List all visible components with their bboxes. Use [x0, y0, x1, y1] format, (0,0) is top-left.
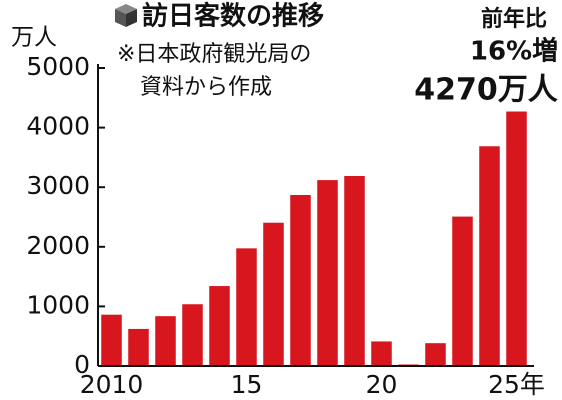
y-tick-label: 1000 [26, 290, 90, 319]
bar [290, 195, 311, 366]
bar [101, 314, 122, 366]
x-tick-label: 2010 [80, 370, 144, 399]
y-tick-label: 4000 [26, 112, 90, 141]
bar [344, 175, 365, 366]
bar [236, 248, 257, 366]
bar [128, 328, 149, 366]
note-line: ※日本政府観光局の [117, 42, 311, 67]
x-tick-label: 15 [231, 370, 263, 399]
chart-title: 訪日客数の推移 [142, 1, 324, 32]
bar [317, 180, 338, 366]
annotation: 前年比 [481, 6, 547, 32]
bar [479, 146, 500, 366]
y-tick-label: 2000 [26, 231, 90, 260]
note-line: 資料から作成 [140, 75, 272, 100]
y-tick-label: 5000 [26, 52, 90, 81]
bar [209, 286, 230, 366]
bar [155, 316, 176, 366]
annotation: 4270万人 [414, 73, 558, 108]
annotation: 16%増 [470, 37, 558, 67]
bar [263, 222, 284, 366]
x-tick-label: 25年 [488, 370, 545, 399]
x-tick-label: 20 [366, 370, 398, 399]
bar [371, 341, 392, 366]
y-tick-label: 0 [74, 350, 90, 379]
title-icon [115, 4, 137, 27]
y-axis-label: 万人 [11, 25, 57, 51]
bar [452, 216, 473, 366]
bar [425, 343, 446, 366]
bar [506, 111, 527, 367]
y-tick-label: 3000 [26, 171, 90, 200]
bar [182, 304, 203, 366]
